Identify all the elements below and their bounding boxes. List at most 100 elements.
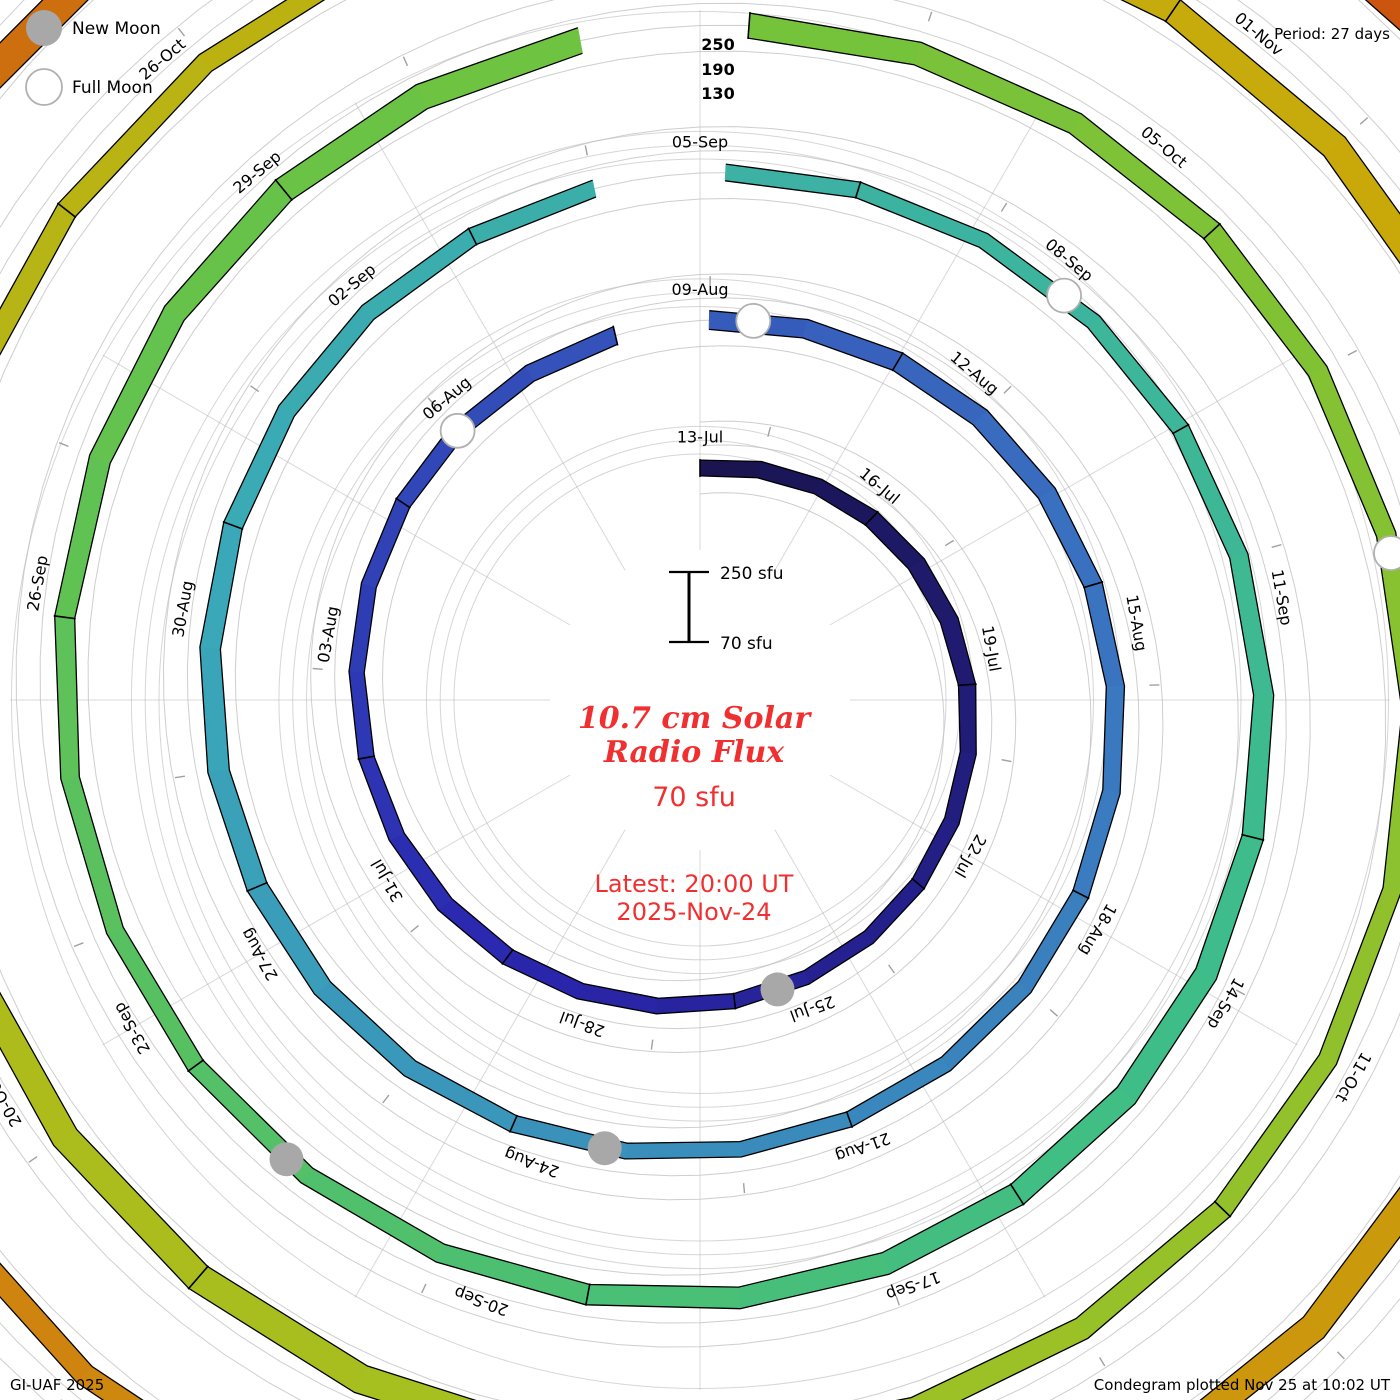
day-divider [732,992,737,1010]
day-divider [845,1110,854,1129]
flux-segment [699,459,762,479]
day-divider [1009,1183,1025,1206]
flux-segment [576,983,659,1015]
date-label: 03-Aug [314,605,343,664]
day-divider [612,325,619,346]
minor-tick [177,27,186,37]
day-divider [891,351,904,372]
date-label: 31-Jul [367,856,407,906]
minor-tick [584,145,588,156]
day-divider [1241,833,1265,841]
flux-segment [89,305,185,464]
flux-segment [1083,581,1125,687]
flux-segment [1018,889,1089,994]
flux-segment [941,981,1032,1072]
scale-bar-top-label: 250 sfu [720,564,783,584]
flux-segment [358,755,405,841]
day-divider [501,948,515,965]
date-label: 25-Jul [787,992,837,1026]
flux-segment [403,1060,518,1133]
moon-phase-markers [269,277,1400,1177]
minor-tick [28,1156,38,1163]
day-divider [864,510,879,527]
flux-segment [958,683,977,755]
day-divider [1213,1200,1232,1218]
day-divider [187,1265,210,1290]
latest-date: 2025-Nov-24 [616,898,771,926]
flux-segment [525,326,618,382]
day-divider [56,202,77,219]
day-divider [911,877,926,890]
flux-segment [0,203,76,356]
flux-segment [1303,1186,1400,1339]
day-divider [584,1283,591,1306]
minor-tick [382,1094,390,1104]
flux-segment [864,511,925,570]
date-label: 09-Aug [671,280,728,299]
full-moon-swatch-icon [25,68,63,106]
chart-title-line1: 10.7 cm Solar [578,701,812,736]
day-divider [1082,581,1104,589]
day-divider [274,178,294,202]
flux-segment [1075,1201,1231,1339]
flux-segment [415,27,583,110]
day-divider [1164,0,1182,23]
minor-tick [1336,1351,1345,1360]
scale-bar: 250 sfu 70 sfu [669,564,783,654]
minor-tick [1000,202,1008,212]
credit-left: GI-UAF 2025 [10,1376,104,1394]
minor-tick [927,11,933,22]
full-moon-marker-icon [1046,277,1082,314]
radial-tick-190: 190 [701,60,734,79]
minor-tick [1347,349,1358,356]
scale-bar-bottom-label: 70 sfu [720,634,773,654]
full-moon-marker-icon [1373,535,1400,571]
day-divider [357,755,376,760]
minor-tick [402,56,409,67]
flux-segment [275,84,428,201]
day-divider [467,227,478,246]
flux-segment [1087,315,1189,434]
date-label: 23-Sep [109,999,154,1057]
flux-segment [738,1252,890,1310]
flux-segment [188,1266,368,1393]
chart-title-line2: Radio Flux [603,735,785,770]
flux-segment [724,163,861,198]
minor-tick [174,775,186,779]
flux-segment [1172,424,1249,559]
flux-segment [1203,223,1328,377]
minor-tick [421,1283,427,1294]
date-label: 28-Jul [557,1007,607,1041]
date-label: 24-Aug [502,1144,562,1181]
date-label: 13-Jul [677,428,723,447]
date-label: 08-Sep [1042,235,1097,286]
date-label: 22-Jul [951,831,991,881]
day-divider [395,497,411,509]
flux-segment [1323,136,1400,264]
full-moon-marker-icon [439,412,476,449]
flux-segment [747,12,922,66]
flux-segment [1200,1316,1325,1400]
flux-segment [502,949,584,1000]
flux-segment [940,617,977,686]
radial-tick-130: 130 [701,84,734,103]
flux-segment [756,461,823,494]
date-label: 20-Sep [451,1283,510,1320]
flux-segment [1308,365,1397,538]
minor-tick [1099,1357,1106,1367]
full-moon-marker-icon [735,302,772,339]
radial-scale-ticks: 250 190 130 [701,35,734,103]
minor-tick [944,539,955,547]
minor-tick [73,942,84,948]
flux-segment [76,1366,144,1400]
day-divider [747,12,751,40]
new-moon-marker-icon [587,1131,622,1166]
latest-time: Latest: 20:00 UT [595,870,794,898]
new-moon-swatch-icon [26,10,62,46]
day-divider [53,615,76,620]
new-moon-marker-icon [760,972,795,1007]
flux-segment [0,1262,93,1384]
